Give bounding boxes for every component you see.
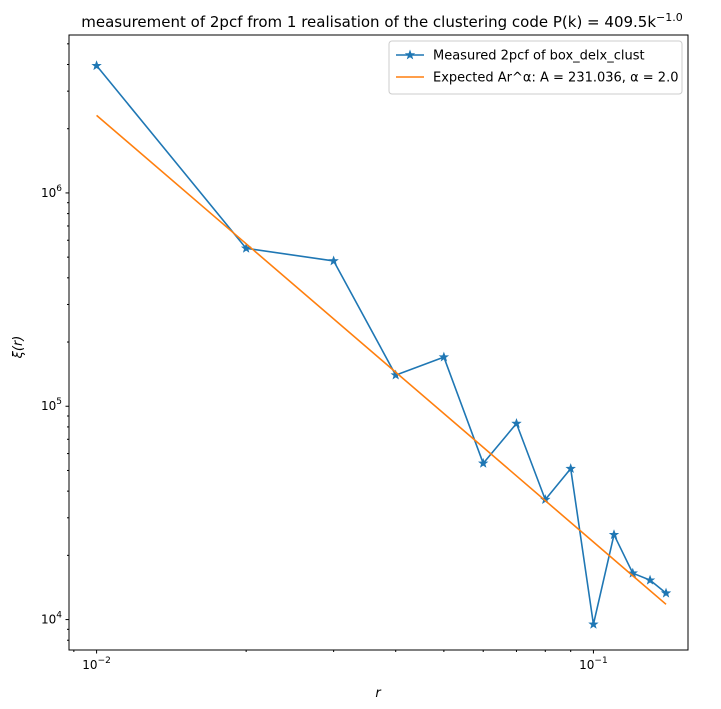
- data-point: [511, 418, 522, 428]
- data-point: [390, 369, 401, 380]
- y-tick-label: 106: [41, 184, 62, 200]
- data-point: [644, 574, 656, 585]
- legend-box: [388, 40, 683, 95]
- series-line-2: [96, 114, 667, 605]
- data-point: [477, 457, 489, 468]
- legend-marker: [404, 49, 416, 60]
- y-tick-label: 105: [41, 397, 62, 413]
- x-tick-label: 10−1: [579, 656, 608, 672]
- legend-label-1: Measured 2pcf of box_delx_clust: [433, 49, 645, 64]
- x-tick-label: 10−2: [82, 656, 111, 672]
- data-point: [660, 587, 672, 598]
- chart-title: measurement of 2pcf from 1 realisation o…: [81, 11, 683, 31]
- data-point: [565, 463, 576, 474]
- data-point: [438, 351, 450, 362]
- y-axis-label: ξ(r): [11, 336, 26, 360]
- legend: Measured 2pcf of box_delx_clust Expected …: [388, 40, 683, 95]
- data-point: [91, 60, 102, 71]
- x-axis-label: r: [375, 686, 382, 701]
- series-line-1: [95, 65, 667, 626]
- data-point: [328, 255, 339, 266]
- plot-area: 10−2 10−1 104 105 106: [41, 34, 689, 672]
- y-tick-label: 104: [41, 611, 62, 627]
- data-point: [588, 618, 599, 629]
- data-point: [608, 529, 620, 540]
- legend-label-2: Expected Ar^α: A = 231.036, α = 2.0: [433, 71, 678, 86]
